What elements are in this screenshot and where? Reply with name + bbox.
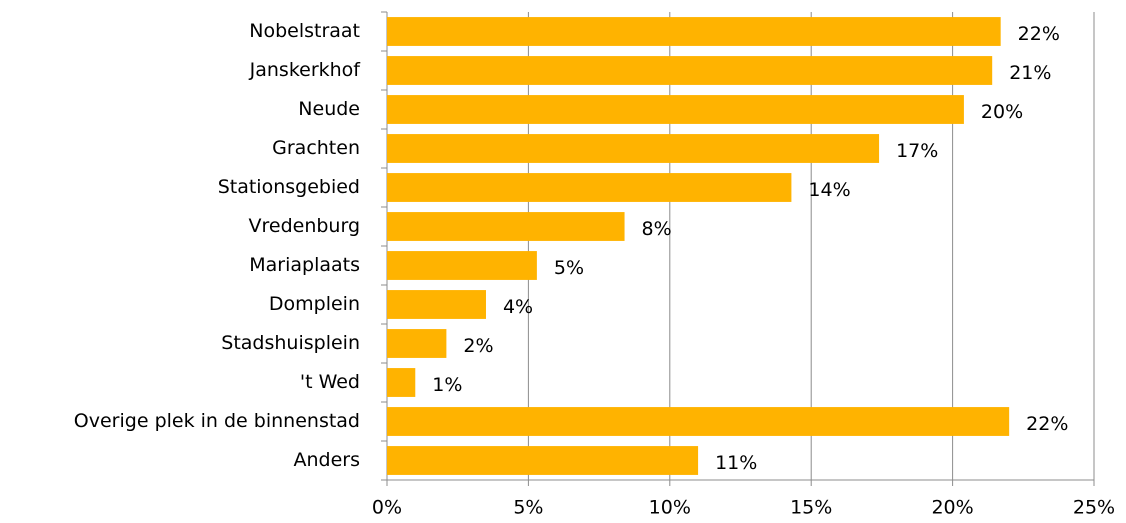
x-tick-label: 15%	[790, 497, 832, 519]
bar	[387, 95, 964, 124]
x-tick-label: 25%	[1073, 497, 1115, 519]
y-tick-label: Janskerkhof	[249, 59, 362, 81]
y-tick-label: Anders	[294, 449, 361, 471]
x-tick-label: 10%	[649, 497, 691, 519]
data-label: 21%	[1009, 62, 1051, 84]
data-label: 2%	[463, 335, 493, 357]
y-tick-label: Stadshuisplein	[221, 332, 360, 354]
data-label: 22%	[1018, 23, 1060, 45]
data-label: 5%	[554, 257, 584, 279]
y-tick-label: Stationsgebied	[218, 176, 360, 198]
y-tick-label: 't Wed	[300, 371, 360, 393]
data-label: 1%	[432, 374, 462, 396]
bar	[387, 212, 625, 241]
bar	[387, 251, 537, 280]
bar	[387, 173, 792, 202]
bar	[387, 290, 486, 319]
bar	[387, 368, 416, 397]
y-tick-label: Overige plek in de binnenstad	[74, 410, 360, 432]
y-tick-label: Nobelstraat	[249, 20, 360, 42]
bar	[387, 17, 1001, 46]
bar	[387, 134, 880, 163]
y-tick-label: Vredenburg	[248, 215, 360, 237]
data-label: 4%	[503, 296, 533, 318]
bar	[387, 446, 699, 475]
data-label: 8%	[642, 218, 672, 240]
data-label: 22%	[1026, 413, 1068, 435]
data-label: 11%	[715, 452, 757, 474]
y-tick-label: Domplein	[269, 293, 360, 315]
data-label: 20%	[981, 101, 1023, 123]
bar	[387, 329, 447, 358]
x-tick-label: 5%	[513, 497, 543, 519]
data-label: 17%	[896, 140, 938, 162]
y-tick-label: Mariaplaats	[249, 254, 360, 276]
x-tick-label: 0%	[372, 497, 402, 519]
y-tick-label: Neude	[298, 98, 360, 120]
y-tick-label: Grachten	[272, 137, 360, 159]
data-label: 14%	[808, 179, 850, 201]
bar	[387, 407, 1010, 436]
x-tick-label: 20%	[931, 497, 973, 519]
bar	[387, 56, 993, 85]
